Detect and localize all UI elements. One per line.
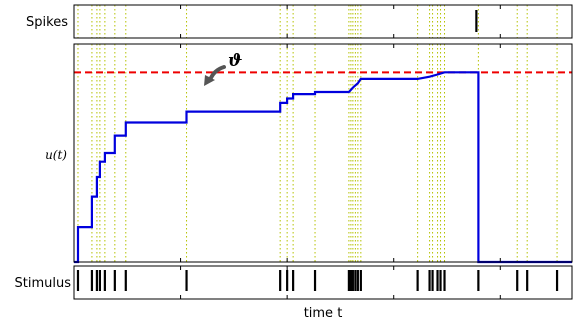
axis-ticks (180, 5, 501, 299)
threshold-arrow-icon (208, 65, 226, 82)
stimulus-panel (73, 265, 573, 300)
membrane-ylabel: u(t) (45, 148, 67, 162)
spikes-panel (73, 4, 573, 39)
x-axis-label: time t (304, 306, 343, 321)
stimulus-ylabel: Stimulus (15, 276, 72, 291)
stimulus-gridlines (77, 5, 558, 262)
threshold-arrowhead (204, 75, 215, 86)
membrane-panel (73, 43, 573, 263)
membrane-potential-line (74, 71, 572, 264)
spikes-ylabel: Spikes (26, 15, 68, 30)
threshold-label: ϑ (228, 51, 242, 71)
membrane-trace (74, 71, 572, 264)
stimulus-raster (76, 270, 559, 291)
